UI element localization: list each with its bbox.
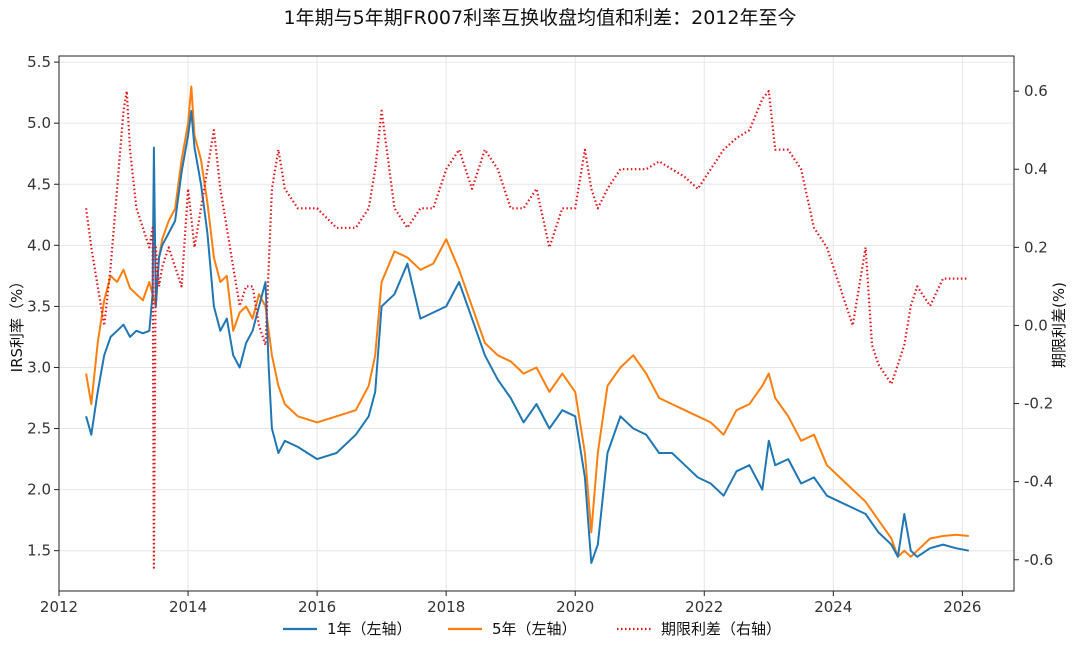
legend-label: 期限利差（右轴） bbox=[661, 620, 781, 638]
y-right-tick-label: 0.2 bbox=[1024, 238, 1048, 256]
y-right-tick-label: -0.2 bbox=[1024, 395, 1053, 413]
y-left-tick-label: 5.5 bbox=[27, 53, 51, 71]
x-tick-label: 2012 bbox=[40, 598, 78, 616]
y-axis-right: -0.6 -0.4 -0.2 0.0 0.2 0.4 0.6 bbox=[1014, 82, 1053, 569]
x-axis: 2012 2014 2016 2018 2020 2022 2024 2026 bbox=[40, 591, 981, 616]
legend: 1年（左轴） 5年（左轴） 期限利差（右轴） bbox=[283, 620, 781, 638]
y-right-tick-label: 0.0 bbox=[1024, 316, 1048, 334]
y-axis-right-label: 期限利差(%) bbox=[1050, 282, 1068, 368]
y-left-tick-label: 5.0 bbox=[27, 114, 51, 132]
y-right-tick-label: 0.4 bbox=[1024, 160, 1048, 178]
y-right-tick-label: -0.4 bbox=[1024, 473, 1053, 491]
x-tick-label: 2020 bbox=[556, 598, 594, 616]
grid bbox=[58, 56, 1014, 591]
series-line-1 bbox=[85, 85, 969, 558]
series-layer bbox=[85, 85, 969, 569]
y-left-tick-label: 2.0 bbox=[27, 481, 51, 499]
x-tick-label: 2026 bbox=[943, 598, 981, 616]
y-left-tick-label: 3.0 bbox=[27, 358, 51, 376]
legend-label: 5年（左轴） bbox=[492, 620, 577, 638]
series-line-0 bbox=[85, 110, 969, 564]
chart-title: 1年期与5年期FR007利率互换收盘均值和利差：2012年至今 bbox=[284, 7, 797, 29]
y-left-tick-label: 2.5 bbox=[27, 420, 51, 438]
y-left-tick-label: 3.5 bbox=[27, 297, 51, 315]
y-left-tick-label: 4.5 bbox=[27, 175, 51, 193]
x-tick-label: 2022 bbox=[685, 598, 723, 616]
y-right-tick-label: 0.6 bbox=[1024, 82, 1048, 100]
y-axis-left-label: IRS利率（%） bbox=[8, 274, 26, 373]
y-axis-left: 1.5 2.0 2.5 3.0 3.5 4.0 4.5 5.0 5.5 bbox=[27, 53, 59, 560]
x-tick-label: 2024 bbox=[814, 598, 852, 616]
legend-label: 1年（左轴） bbox=[327, 620, 412, 638]
x-tick-label: 2018 bbox=[427, 598, 465, 616]
y-left-tick-label: 4.0 bbox=[27, 236, 51, 254]
x-tick-label: 2014 bbox=[169, 598, 207, 616]
x-tick-label: 2016 bbox=[298, 598, 336, 616]
y-left-tick-label: 1.5 bbox=[27, 542, 51, 560]
y-right-tick-label: -0.6 bbox=[1024, 551, 1053, 569]
plot-frame bbox=[58, 55, 1015, 592]
